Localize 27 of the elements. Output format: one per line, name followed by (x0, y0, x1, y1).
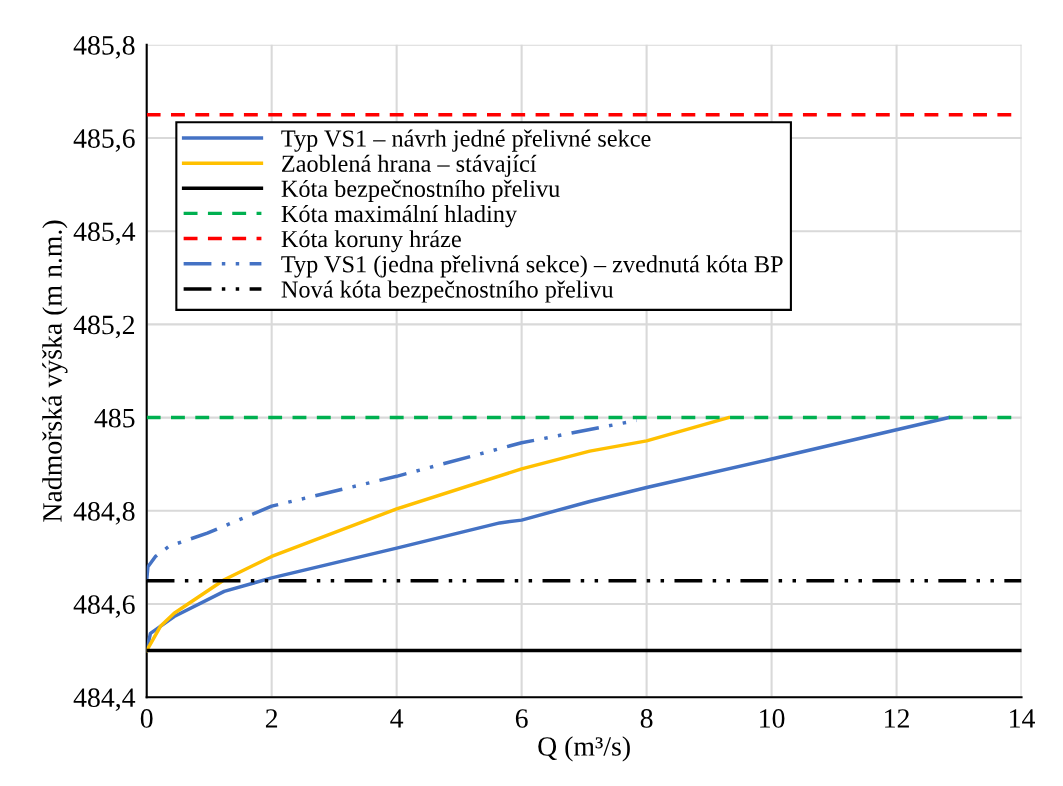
legend-label: Typ VS1 – návrh jedné přelivné sekce (281, 129, 651, 152)
legend-label: Kóta koruny hráze (281, 230, 461, 253)
x-tick-label: 0 (140, 709, 153, 728)
line-series (146, 418, 639, 582)
x-tick-label: 14 (1010, 709, 1035, 728)
x-tick-label: 6 (515, 709, 528, 728)
legend-label: Typ VS1 (jedna přelivná sekce) – zvednutá kóta BP (281, 255, 783, 278)
y-tick-label: 485,8 (73, 35, 135, 59)
legend-label: Kóta maximální hladiny (281, 204, 518, 228)
x-tick-label: 10 (760, 709, 785, 728)
y-tick-label: 485,4 (73, 222, 136, 246)
y-tick-label: 485 (94, 408, 135, 428)
legend-label: Kóta bezpečnostního přelivu (281, 179, 560, 202)
legend-label: Nová kóta bezpečnostního přelivu (281, 280, 614, 303)
y-tick-label: 485,6 (73, 129, 135, 152)
line-series (146, 415, 731, 653)
legend-label: Zaoblená hrana – stávající (282, 154, 537, 177)
y-axis-title: Nadmořská výška (m n.m.) (42, 220, 68, 522)
x-tick-label: 2 (265, 709, 278, 728)
y-tick-label: 484,6 (73, 595, 135, 618)
y-tick-label: 485,2 (73, 315, 135, 339)
x-axis-title: Q (m³/s) (538, 736, 630, 762)
y-tick-label: 484,4 (73, 688, 136, 712)
x-tick-label: 8 (640, 709, 653, 728)
x-tick-label: 12 (885, 709, 909, 728)
x-tick-label: 4 (390, 709, 404, 728)
y-tick-label: 484,8 (73, 501, 135, 525)
